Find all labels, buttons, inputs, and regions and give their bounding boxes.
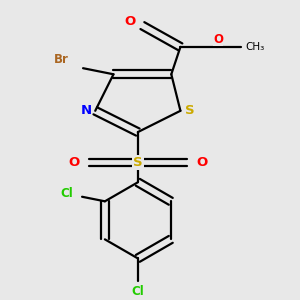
Text: Cl: Cl [61, 187, 73, 200]
Text: Br: Br [54, 52, 69, 66]
Text: O: O [68, 156, 80, 169]
Text: O: O [196, 156, 207, 169]
Text: Cl: Cl [131, 285, 144, 298]
Text: CH₃: CH₃ [246, 42, 265, 52]
Text: N: N [80, 104, 92, 117]
Text: S: S [133, 156, 142, 169]
Text: S: S [185, 104, 194, 117]
Text: O: O [214, 33, 224, 46]
Text: O: O [124, 14, 136, 28]
